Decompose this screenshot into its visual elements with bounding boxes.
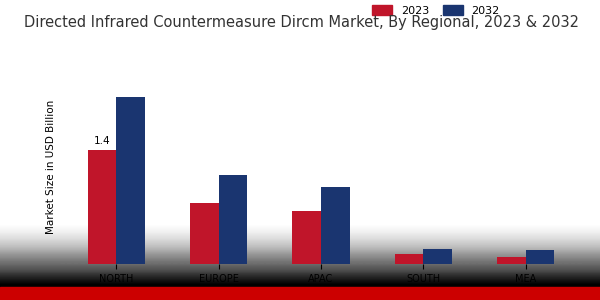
Bar — [395, 254, 424, 264]
Bar — [292, 211, 321, 264]
Bar — [116, 98, 145, 264]
Bar — [321, 187, 350, 264]
Bar — [424, 249, 452, 264]
Bar — [526, 250, 554, 264]
Bar — [88, 150, 116, 264]
Y-axis label: Market Size in USD Billion: Market Size in USD Billion — [46, 99, 56, 234]
Bar — [190, 203, 218, 264]
Text: 1.4: 1.4 — [94, 136, 110, 146]
Legend: 2023, 2032: 2023, 2032 — [368, 1, 504, 20]
Bar — [218, 175, 247, 264]
Bar — [497, 257, 526, 264]
Text: Directed Infrared Countermeasure Dircm Market, By Regional, 2023 & 2032: Directed Infrared Countermeasure Dircm M… — [24, 15, 579, 30]
